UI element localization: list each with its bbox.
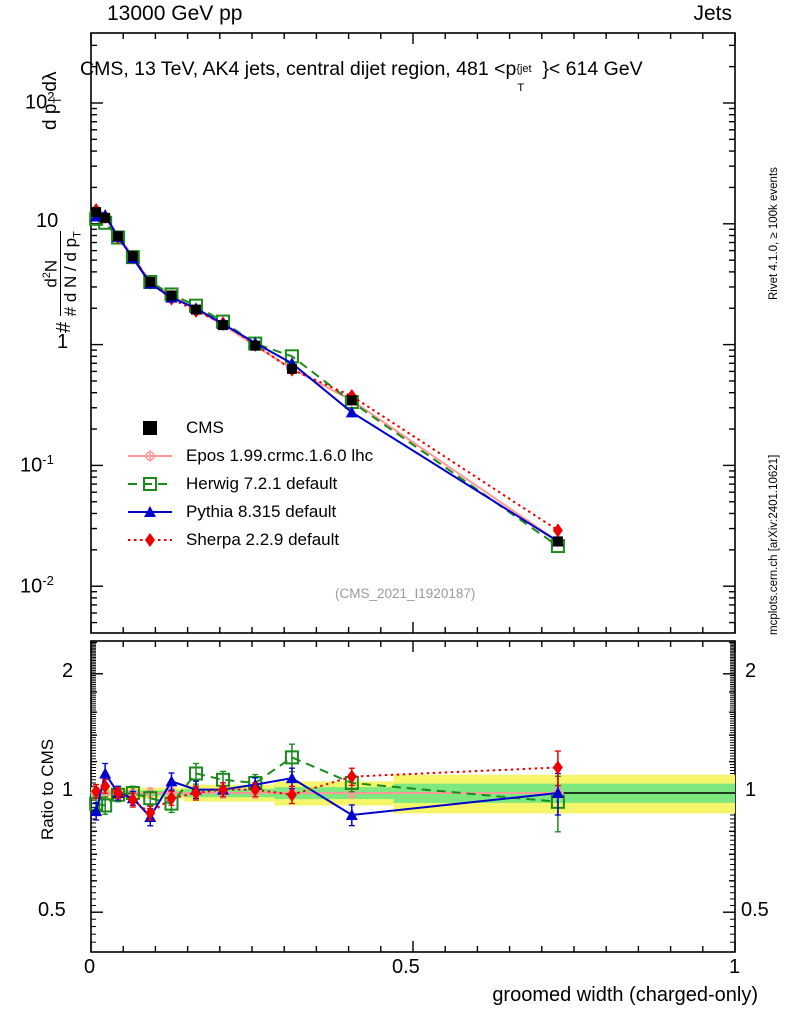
ytick-1e-2: 10-2: [20, 573, 54, 598]
ytick-1e-1: 10-1: [20, 452, 54, 477]
header-right-label: Jets: [693, 2, 732, 25]
legend-label-herwig: Herwig 7.2.1 default: [186, 474, 338, 493]
xaxis-label: groomed width (charged-only): [492, 984, 758, 1006]
ytick-1e2: 102: [25, 89, 55, 114]
ratio-ytick-2-left: 2: [62, 660, 74, 682]
title-subscript: T: [517, 82, 525, 94]
ratio-ytick-1-right: 1: [745, 779, 757, 801]
main-plot-title: CMS, 13 TeV, AK4 jets, central dijet reg…: [80, 58, 643, 94]
title-main-text: CMS, 13 TeV, AK4 jets, central dijet reg…: [80, 58, 517, 80]
legend-label-cms: CMS: [186, 418, 224, 437]
legend: CMS Epos 1.99.crmc.1.6.0 lhc Herwig 7.2.…: [186, 414, 373, 554]
title-superscript: {jet: [516, 63, 532, 75]
dataset-watermark: (CMS_2021_I1920187): [335, 586, 476, 601]
ytick-1: 1: [57, 331, 69, 353]
ratio-ytick-1-left: 1: [62, 779, 74, 801]
ratio-ytick-05-right: 0.5: [741, 899, 769, 921]
xtick-05: 0.5: [392, 956, 420, 978]
legend-label-sherpa: Sherpa 2.2.9 default: [186, 530, 340, 549]
xtick-1: 1: [729, 956, 741, 978]
legend-label-pythia: Pythia 8.315 default: [186, 502, 337, 521]
ratio-ytick-2-right: 2: [745, 660, 757, 682]
ytick-10: 10: [36, 210, 59, 232]
title-tail-text: }< 614 GeV: [542, 58, 643, 80]
header-left-label: 13000 GeV pp: [107, 2, 243, 25]
legend-label-epos: Epos 1.99.crmc.1.6.0 lhc: [186, 446, 374, 465]
ratio-ytick-05-left: 0.5: [38, 899, 66, 921]
xtick-0: 0: [84, 956, 96, 978]
